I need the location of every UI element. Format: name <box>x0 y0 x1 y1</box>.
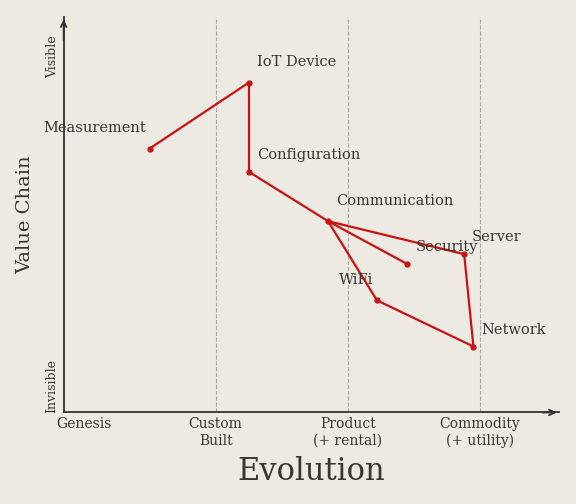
Text: Configuration: Configuration <box>257 148 360 162</box>
Text: Security: Security <box>415 240 478 254</box>
X-axis label: Evolution: Evolution <box>238 456 385 487</box>
Text: WiFi: WiFi <box>339 273 373 287</box>
Text: Network: Network <box>482 323 546 337</box>
Text: IoT Device: IoT Device <box>257 55 336 70</box>
Text: Server: Server <box>472 230 522 244</box>
Y-axis label: Value Chain: Value Chain <box>17 155 35 274</box>
Text: Measurement: Measurement <box>43 121 146 136</box>
Text: Communication: Communication <box>336 194 453 208</box>
